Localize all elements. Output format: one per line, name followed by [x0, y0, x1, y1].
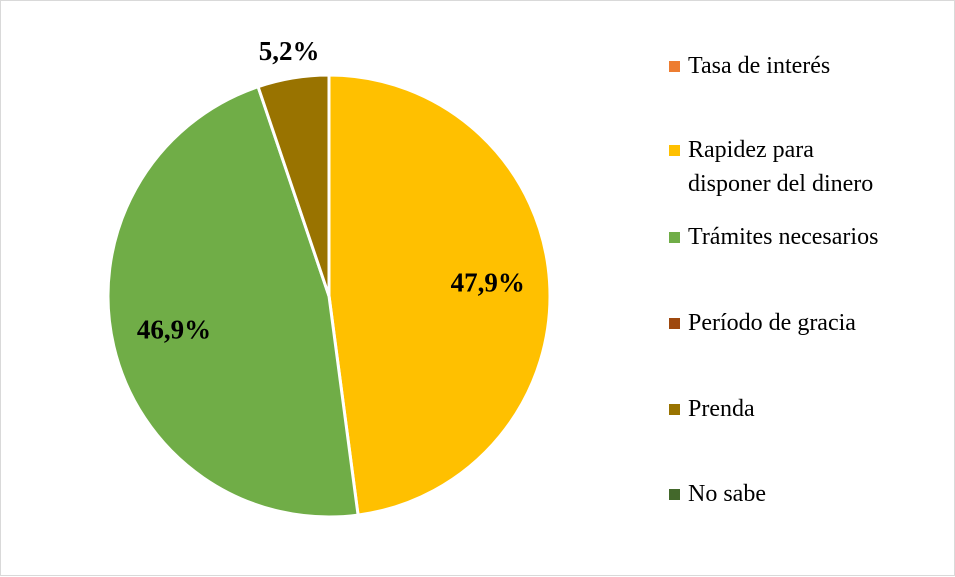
legend-swatch: [669, 232, 680, 243]
data-label: 5,2%: [259, 36, 320, 66]
legend-label: Tasa de interés: [688, 53, 831, 79]
legend-item: Tasa de interés: [669, 49, 830, 83]
legend-swatch: [669, 318, 680, 329]
legend-item: Prenda: [669, 392, 755, 426]
legend-swatch: [669, 145, 680, 156]
data-label: 46,9%: [137, 314, 211, 344]
legend-swatch: [669, 61, 680, 72]
data-label: 47,9%: [451, 268, 525, 298]
legend-label: Trámites necesarios: [688, 224, 879, 250]
legend-label: Prenda: [688, 396, 755, 422]
legend-item: No sabe: [669, 477, 766, 511]
pie-slice: [106, 85, 360, 519]
legend-item: Trámites necesarios: [669, 220, 878, 254]
pie-slice: [327, 73, 552, 517]
legend-label: Rapidez para disponer del dinero: [688, 137, 874, 197]
legend-item: Rapidez para disponer del dinero: [669, 133, 950, 201]
legend-swatch: [669, 489, 680, 500]
legend-label: Período de gracia: [688, 310, 856, 336]
legend-item: Período de gracia: [669, 306, 856, 340]
pie-slice: [256, 73, 331, 298]
legend-label: No sabe: [688, 481, 766, 507]
legend-swatch: [669, 404, 680, 415]
